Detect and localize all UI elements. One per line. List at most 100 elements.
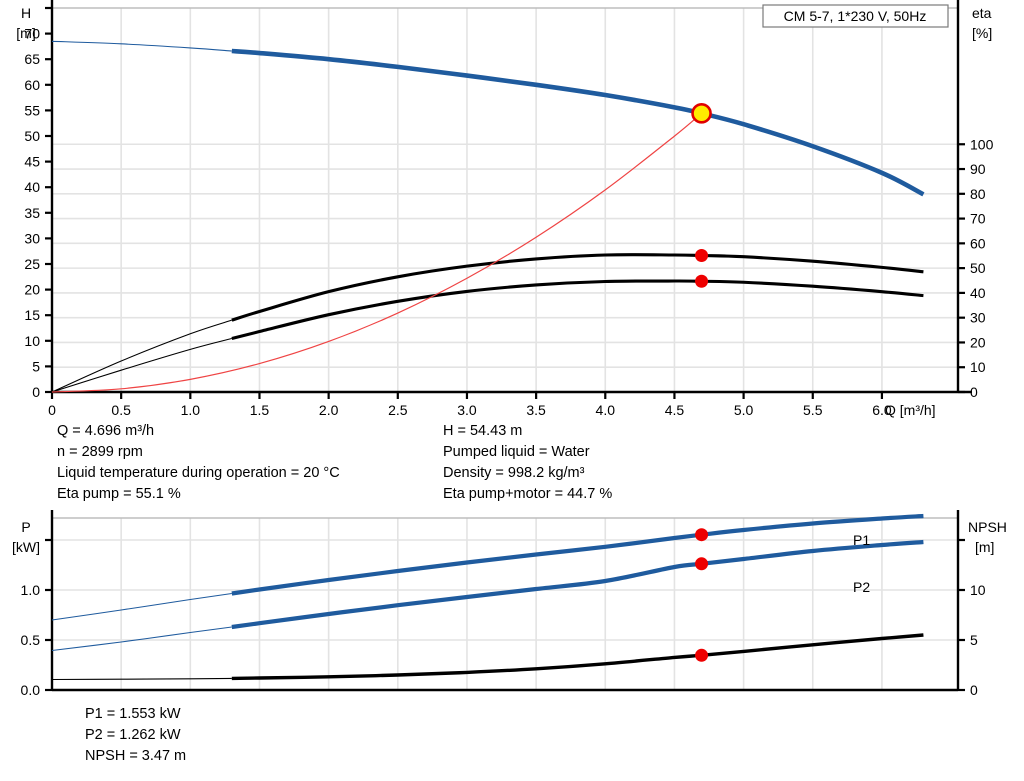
y-tick-label-left: 65 <box>24 51 40 67</box>
duty-point <box>691 103 712 124</box>
info-density: Density = 998.2 kg/m³ <box>443 465 585 481</box>
x-tick-label: 5.5 <box>803 402 823 418</box>
curves-layer <box>51 513 924 681</box>
x-tick-label: 1.5 <box>250 402 270 418</box>
y-axis-left-unit: [kW] <box>12 539 40 555</box>
y-tick-label-left: 10 <box>24 333 40 349</box>
curve-eta-pump-motor-thin <box>51 337 232 393</box>
y-tick-label-right: 10 <box>970 582 986 598</box>
npsh-point <box>695 648 709 662</box>
title-box-label: CM 5-7, 1*230 V, 50Hz <box>784 8 927 24</box>
y-axis-left-label: P <box>21 519 30 535</box>
curve-H-curve-thin <box>51 40 232 52</box>
curve-system-curve <box>51 112 702 393</box>
y-tick-label-right: 30 <box>970 310 986 326</box>
power-npsh-chart: 0.0 0.5 1.0 0 5 10 P [kW] NPSH [m] P1 P2 <box>12 510 1007 698</box>
x-tick-label: 4.0 <box>596 402 616 418</box>
x-tick-label: 0.5 <box>111 402 131 418</box>
y-tick-label-right: 0 <box>970 682 978 698</box>
info-pumped-liquid: Pumped liquid = Water <box>443 444 590 460</box>
info-p2: P2 = 1.262 kW <box>85 727 181 743</box>
y-axis-left-label: H <box>21 5 31 21</box>
y-axis-right-unit: [%] <box>972 25 992 41</box>
x-tick-label: 2.5 <box>388 402 408 418</box>
y-tick-label-left: 45 <box>24 154 40 170</box>
y-tick-label-left: 55 <box>24 102 40 118</box>
eta-pump-point <box>695 248 709 262</box>
info-p1: P1 = 1.553 kW <box>85 706 181 722</box>
info-n: n = 2899 rpm <box>57 444 143 460</box>
x-tick-label: 3.5 <box>526 402 546 418</box>
y-axis-right-label: eta <box>972 5 992 21</box>
y-tick-label-left: 30 <box>24 230 40 246</box>
y-tick-label-left: 25 <box>24 256 40 272</box>
info-npsh: NPSH = 3.47 m <box>85 748 187 764</box>
y-tick-label-right: 70 <box>970 211 986 227</box>
info-h: H = 54.43 m <box>443 423 523 439</box>
y-axis-left-unit: [m] <box>16 25 35 41</box>
axis-layer <box>45 0 972 399</box>
curve-P1-thick <box>231 513 924 596</box>
labels-layer: 0.0 0.5 1.0 0 5 10 P [kW] NPSH [m] P1 P2 <box>12 519 1007 698</box>
markers-layer <box>695 528 709 662</box>
y-tick-label-left: 15 <box>24 307 40 323</box>
y-tick-label-left: 0.5 <box>21 632 41 648</box>
y-tick-label-left: 40 <box>24 179 40 195</box>
info-liquid-temperature: Liquid temperature during operation = 20… <box>57 465 340 481</box>
info-eta-pump-motor: Eta pump+motor = 44.7 % <box>443 486 613 502</box>
curve-NPSH-thin <box>51 677 232 681</box>
y-tick-label-right: 20 <box>970 334 986 350</box>
x-tick-label: 3.0 <box>457 402 477 418</box>
y-tick-label-right: 60 <box>970 235 986 251</box>
y-tick-label-left: 0.0 <box>21 682 41 698</box>
x-tick-label: 5.0 <box>734 402 754 418</box>
y-tick-label-right: 0 <box>970 384 978 400</box>
curves-layer <box>51 40 925 393</box>
x-tick-label: 6.0 <box>872 402 892 418</box>
y-tick-label-left: 5 <box>32 358 40 374</box>
y-tick-label-right: 80 <box>970 186 986 202</box>
y-tick-label-right: 10 <box>970 359 986 375</box>
y-tick-label-left: 50 <box>24 128 40 144</box>
eta-pump-motor-point <box>695 274 709 288</box>
x-tick-label: 2.0 <box>319 402 339 418</box>
x-tick-label: 0 <box>48 402 56 418</box>
y-tick-label-left: 35 <box>24 205 40 221</box>
axis-layer <box>45 510 965 692</box>
curve-H-curve-thick <box>231 48 925 197</box>
x-tick-label: 1.0 <box>181 402 201 418</box>
info-block-left: Q = 4.696 m³/h n = 2899 rpm Liquid tempe… <box>57 421 340 505</box>
y-tick-label-left: 20 <box>24 282 40 298</box>
p2-point <box>695 557 709 571</box>
y-axis-right-unit: [m] <box>975 539 994 555</box>
y-tick-label-right: 90 <box>970 161 986 177</box>
y-tick-label-right: 50 <box>970 260 986 276</box>
markers-layer <box>691 103 712 288</box>
y-tick-label-right: 40 <box>970 285 986 301</box>
info-eta-pump: Eta pump = 55.1 % <box>57 486 181 502</box>
info-block-bottom: P1 = 1.553 kW P2 = 1.262 kW NPSH = 3.47 … <box>85 704 186 767</box>
curve-eta-pump-motor-thick <box>231 279 924 340</box>
p1-curve-label: P1 <box>853 532 870 548</box>
x-axis-label: Q [m³/h] <box>885 402 936 418</box>
y-tick-label-left: 0 <box>32 384 40 400</box>
info-q: Q = 4.696 m³/h <box>57 423 155 439</box>
curve-eta-pump-thick <box>231 253 924 322</box>
title-box: CM 5-7, 1*230 V, 50Hz <box>762 4 949 28</box>
p1-point <box>695 528 709 542</box>
curve-P2-thin <box>51 626 232 652</box>
curve-NPSH-thick <box>231 633 924 681</box>
labels-layer: 0 5 10 15 20 25 30 35 40 45 50 55 60 65 70 0 10 20 30 40 50 6… <box>16 5 993 418</box>
y-tick-label-right: 5 <box>970 632 978 648</box>
curve-P2-thick <box>231 539 924 630</box>
grid-layer <box>51 517 958 691</box>
y-axis-right-label: NPSH <box>968 519 1007 535</box>
head-efficiency-chart: 0 5 10 15 20 25 30 35 40 45 50 55 60 65 70 0 10 20 30 40 50 6… <box>16 0 994 418</box>
x-tick-label: 4.5 <box>665 402 685 418</box>
y-tick-label-left: 1.0 <box>21 582 41 598</box>
title-box-frame <box>762 4 949 28</box>
p2-curve-label: P2 <box>853 579 870 595</box>
y-tick-label-left: 70 <box>24 26 40 42</box>
info-block-right: H = 54.43 m Pumped liquid = Water Densit… <box>443 421 612 505</box>
curve-P1-thin <box>51 592 232 621</box>
